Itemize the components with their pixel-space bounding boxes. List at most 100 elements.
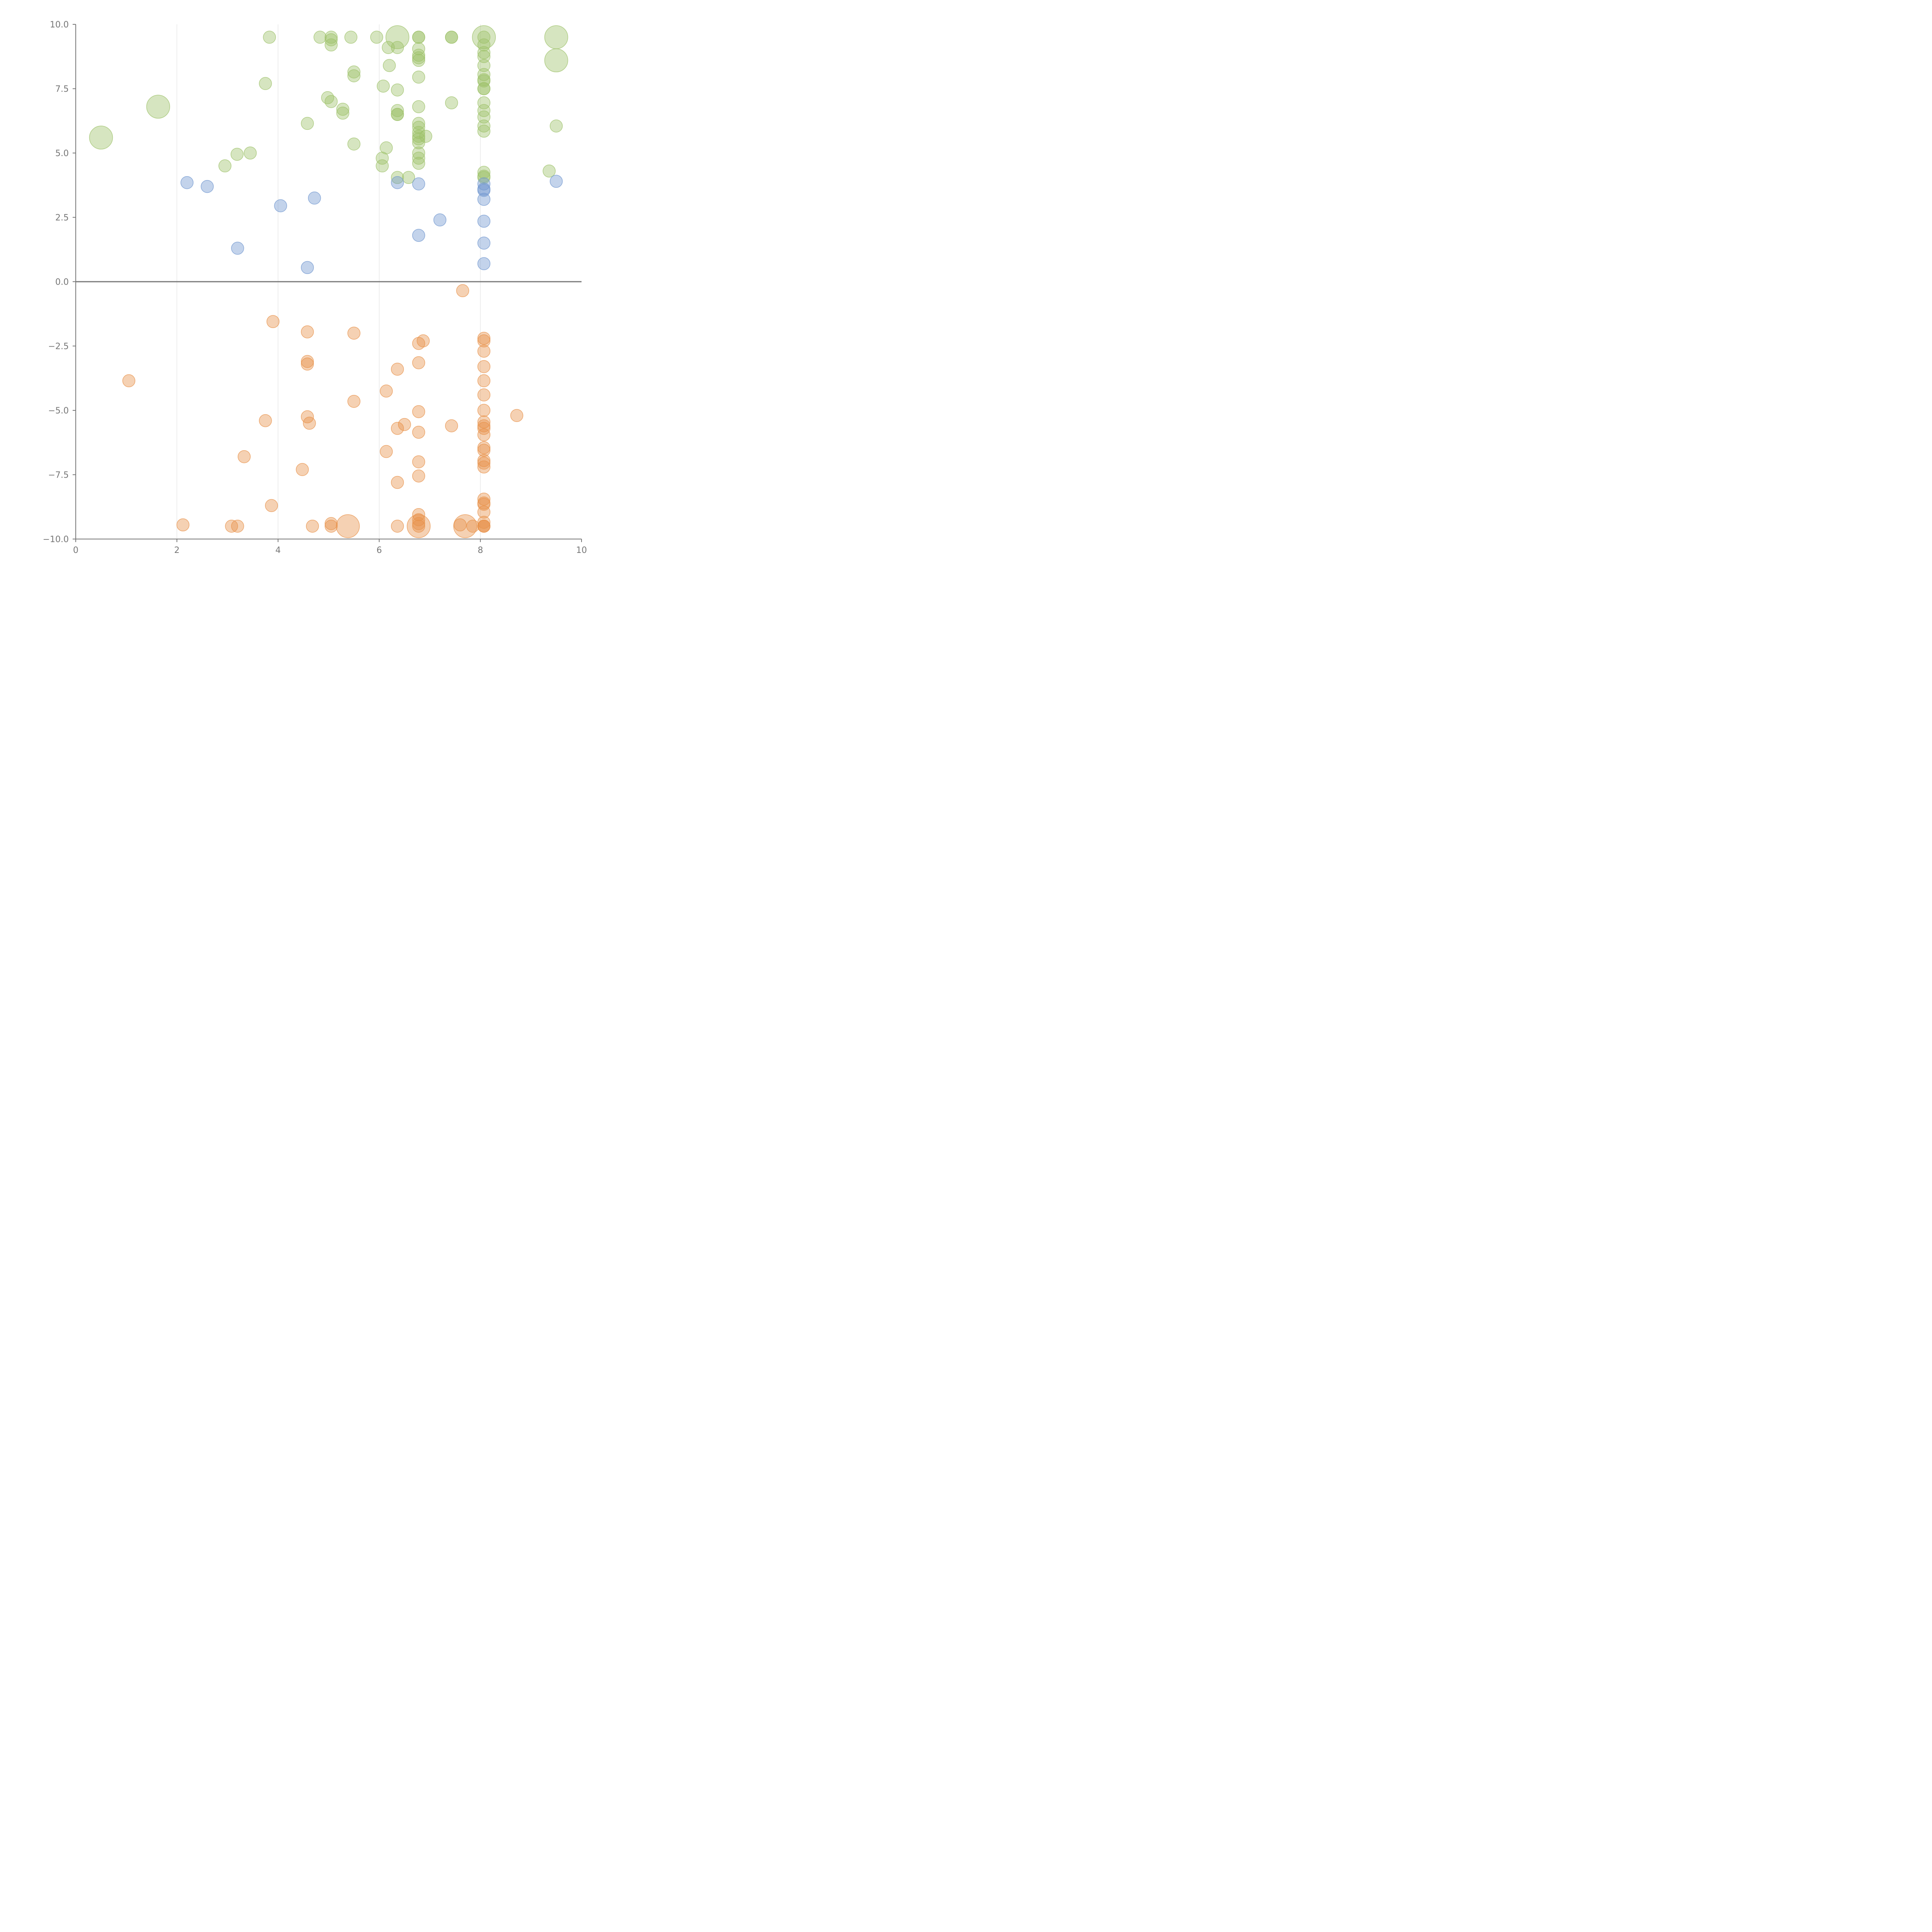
data-point [385,25,410,49]
data-point [263,31,276,44]
data-point [477,257,491,270]
data-point [477,59,491,72]
data-point [477,96,491,109]
data-point [382,41,395,54]
data-point [510,409,524,422]
data-point [146,95,170,119]
data-point [412,229,425,242]
data-point [544,48,568,72]
data-point [306,519,319,533]
chart-container: 0 2 4 6 8 10 −10.0 −7.5 −5.0 −2.5 0.0 2.5 5.0 7.5 10.0 [0,0,606,606]
data-point [321,91,334,104]
data-point [477,360,491,373]
data-point [391,422,404,435]
data-point [477,498,491,511]
y-tick-label: 10.0 [50,20,69,30]
data-point [176,518,190,532]
data-point [477,50,491,63]
data-point [325,33,338,46]
data-point [238,450,251,463]
data-point [477,82,491,95]
data-point [477,193,491,206]
data-point [379,384,393,398]
data-point [412,177,425,190]
data-point [412,136,425,150]
y-tick-label: 2.5 [55,213,69,223]
data-point [412,519,425,533]
data-point [231,519,244,533]
data-point [445,31,458,44]
data-point [301,261,314,274]
data-point [325,38,338,52]
data-point [347,69,361,82]
data-point [313,31,327,44]
data-point [412,132,425,146]
data-point [336,103,349,116]
data-point [477,124,491,138]
data-point [477,456,491,470]
y-tick-label: −2.5 [48,342,69,352]
x-tick-label: 4 [276,546,281,555]
data-point [412,31,425,44]
data-point [376,151,389,165]
data-point [477,519,491,533]
x-tick-label: 10 [576,546,587,555]
data-point [231,242,244,255]
data-point [466,519,480,533]
data-point [376,159,389,173]
data-point [259,414,272,427]
data-point [391,108,404,121]
data-point [301,325,314,338]
data-point [180,176,194,189]
data-point [543,164,556,178]
data-point [477,236,491,250]
data-point [402,171,415,184]
data-point [433,213,447,226]
data-point [391,83,404,97]
x-tick-label: 6 [376,546,382,555]
data-point [412,337,425,350]
x-tick-label: 8 [478,546,483,555]
data-point [201,180,214,193]
data-point [218,159,231,173]
data-point [265,499,278,512]
series-3 [122,284,524,538]
scatter-plot: 0 2 4 6 8 10 −10.0 −7.5 −5.0 −2.5 0.0 2.5 5.0 7.5 10.0 [43,20,587,555]
y-tick-label: −7.5 [48,471,69,480]
data-point [477,505,491,519]
data-point [477,46,491,60]
data-point [325,519,338,533]
data-point [391,41,404,54]
data-point [477,388,491,401]
data-point [266,315,280,328]
data-point [412,455,425,468]
data-point [412,356,425,369]
data-point [301,357,314,371]
data-point [412,70,425,84]
data-point [419,129,432,143]
data-point [391,476,404,489]
data-point [477,428,491,442]
data-point [412,146,425,160]
data-point [230,148,244,161]
data-point [303,417,316,430]
data-point [325,95,338,108]
data-point [477,345,491,358]
data-point [344,31,357,44]
data-point [549,175,563,188]
data-point [445,96,458,109]
x-tick-label: 2 [174,546,180,555]
series-2 [180,175,563,274]
data-point [477,374,491,388]
data-point [544,25,568,49]
data-point [412,405,425,418]
data-point [308,191,321,205]
axes [73,24,582,542]
data-point [477,334,491,347]
y-tick-label: 7.5 [55,85,69,94]
data-point [412,425,425,439]
data-point [456,284,469,298]
y-tick-label: −10.0 [43,535,69,544]
data-point [398,418,411,431]
data-point [391,362,404,376]
